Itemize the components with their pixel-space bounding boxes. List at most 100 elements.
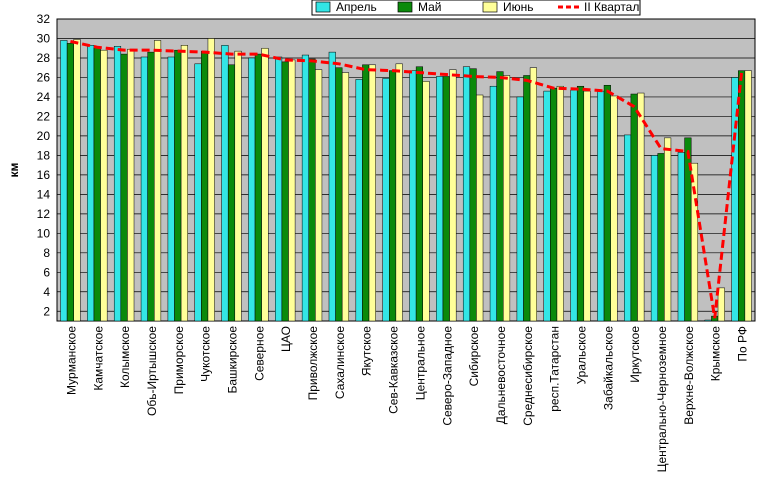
y-tick-label: 24 [37,90,51,104]
bar [389,70,397,322]
bar [288,59,296,322]
x-tick-label: Иркутское [628,326,642,383]
x-tick-label: Приволжское [306,326,320,401]
x-tick-label: Сахалинское [333,326,347,399]
bar [550,87,558,322]
bar [66,43,74,322]
bar [261,47,269,322]
bar [60,40,68,322]
x-tick-label: Приморское [172,326,186,395]
legend-swatch [482,1,498,13]
bar [664,137,672,322]
bar [738,70,746,322]
bar [221,45,229,322]
bar [630,93,638,322]
x-tick-label: Обь-Иртышское [145,326,159,416]
bar [570,89,578,322]
bar [73,39,81,322]
legend-label: Июнь [503,0,534,14]
bar [154,40,162,322]
y-tick-label: 20 [37,129,51,143]
x-tick-label: Центрально-Черноземное [655,326,669,473]
x-tick-label: Камчатское [91,326,105,391]
bar [677,152,685,322]
bar [194,63,202,322]
bar [462,66,471,322]
bar [174,49,182,322]
bar [717,287,725,322]
y-tick-label: 16 [37,168,51,182]
bar [449,69,457,322]
bar [227,64,236,322]
y-tick-label: 8 [43,246,50,260]
bar [100,49,108,322]
x-tick-label: Чукотское [199,326,213,382]
bar [362,64,370,322]
legend-label: II Квартал [584,0,639,14]
bar [650,155,658,322]
bar [355,79,363,322]
bar [489,85,497,322]
x-tick-label: Якутское [360,326,374,376]
bar [583,90,591,322]
bar [556,85,564,322]
x-tick-label: Забайкальское [601,326,615,410]
x-tick-label: Центральное [413,326,427,401]
bar [422,81,430,322]
bar [415,66,423,322]
bar [87,45,95,322]
bar [140,56,148,322]
bar [368,64,376,322]
bar [523,75,531,322]
bar [93,47,101,322]
bar [704,319,712,322]
y-tick-label: 28 [37,51,51,65]
legend [311,0,641,16]
bar [529,67,537,322]
y-tick-label: 32 [37,12,51,26]
bar [442,76,450,322]
bar [254,53,262,322]
y-tick-label: 10 [37,226,51,240]
x-tick-label: Сев-Кавказское [387,326,401,414]
x-tick-label: ЦАО [279,326,293,352]
y-tick-label: 12 [37,207,51,221]
legend-swatch [315,1,331,13]
bar [180,45,188,322]
x-tick-label: Сибирское [467,326,481,387]
bar [744,70,752,322]
bar [690,162,699,322]
y-tick-label: 30 [37,31,51,45]
bar [335,67,343,322]
y-tick-label: 6 [43,265,50,279]
x-tick-label: Северо-Западное [440,326,454,426]
legend-swatch [397,1,413,13]
y-tick-label: 14 [37,187,51,201]
bar [248,57,256,322]
bar [308,58,316,322]
bar [657,153,665,322]
bar [637,92,645,322]
y-tick-label: 26 [37,70,51,84]
x-tick-label: Северное [252,326,266,381]
plot-area [56,18,756,322]
bar [496,71,504,322]
legend-label: Апрель [336,0,377,14]
bar [603,84,611,322]
y-axis-label: км [7,162,21,177]
x-tick-label: Среднесибирское [521,326,535,426]
y-tick-label: 2 [43,304,50,318]
bar [409,70,417,322]
bar [503,75,511,322]
bar [610,95,618,322]
bar [234,50,242,322]
x-tick-label: Верхне-Волжское [682,326,696,425]
bar [469,68,477,322]
bar [576,85,585,322]
bar [281,61,289,322]
bar [543,90,551,322]
bar [275,56,283,322]
bar [127,48,135,322]
bar [341,72,350,322]
